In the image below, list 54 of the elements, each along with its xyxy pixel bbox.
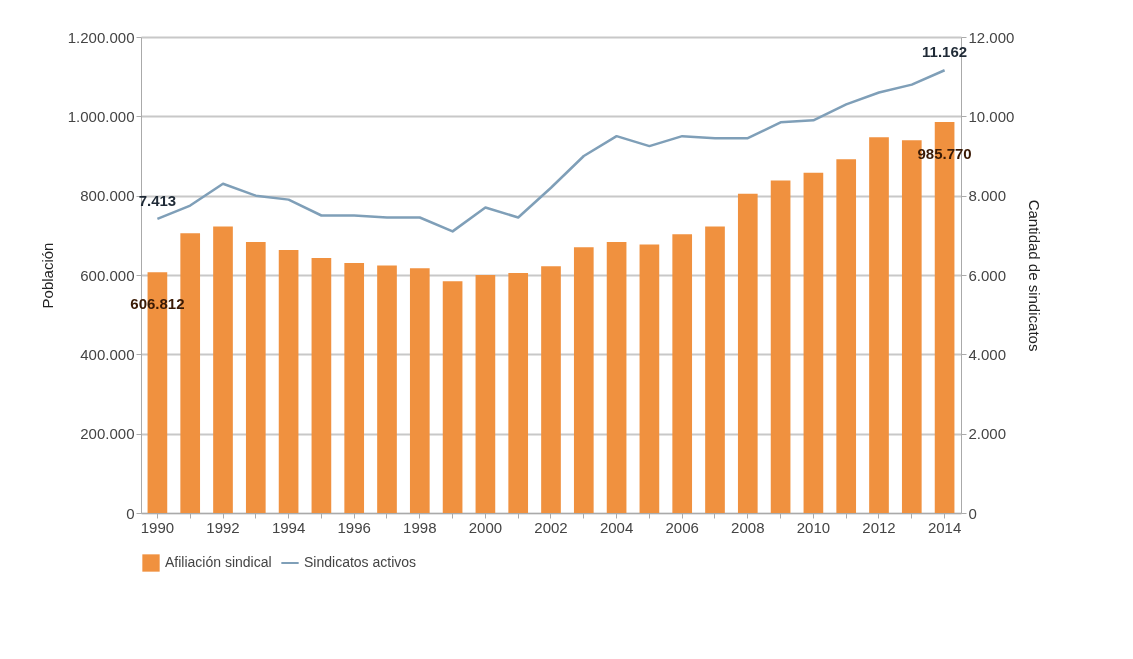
legend-label: Afiliación sindical (165, 554, 272, 570)
x-tick-label: 2014 (927, 518, 962, 536)
x-tick-label: 1994 (271, 518, 306, 536)
x-tick-label: 2008 (731, 518, 765, 536)
bar (508, 273, 529, 513)
bar (705, 226, 725, 513)
y2-axis-title: Cantidad de sindicatos (1026, 199, 1044, 352)
bar (737, 193, 758, 513)
y2-tick-label: 4.000 (968, 345, 1007, 363)
legend-label: Sindicatos activos (304, 554, 417, 570)
x-tick-label: 2012 (862, 518, 896, 536)
y2-tick-label: 0 (968, 504, 977, 522)
y-tick-label: 0 (126, 504, 135, 522)
bar (672, 234, 693, 513)
x-tick-label: 1990 (140, 518, 175, 536)
bar (377, 265, 397, 513)
bar (836, 159, 857, 513)
bar (278, 250, 299, 513)
x-tick-label: 2004 (599, 518, 634, 536)
bar (409, 268, 430, 513)
bar (541, 266, 561, 513)
y2-tick-label: 6.000 (968, 266, 1007, 284)
bar (770, 180, 791, 513)
x-tick-label: 2006 (665, 518, 699, 536)
bar (245, 242, 266, 513)
y2-tick-label: 8.000 (968, 187, 1007, 205)
bar (573, 247, 594, 513)
bar (869, 137, 889, 513)
y2-tick-label: 10.000 (968, 107, 1015, 125)
y-tick-label: 400.000 (80, 345, 135, 363)
bar (344, 263, 365, 513)
y-axis-title: Población (38, 242, 56, 309)
bar (311, 257, 332, 513)
x-tick-label: 1992 (206, 518, 240, 536)
x-tick-label: 2002 (534, 518, 568, 536)
bar (606, 242, 627, 513)
y-tick-label: 1.000.000 (67, 107, 135, 125)
y-tick-label: 1.200.000 (67, 28, 135, 46)
bar (213, 226, 233, 513)
y2-tick-label: 12.000 (968, 28, 1015, 46)
y-tick-label: 200.000 (80, 425, 135, 443)
x-tick-label: 1998 (403, 518, 437, 536)
data-label: 7.413 (138, 191, 177, 209)
y-tick-label: 600.000 (80, 266, 135, 284)
bar (475, 275, 496, 513)
y2-tick-label: 2.000 (968, 425, 1007, 443)
x-tick-label: 2000 (468, 518, 503, 536)
bar (803, 172, 824, 513)
x-tick-label: 1996 (337, 518, 371, 536)
bar (442, 281, 463, 513)
data-label: 11.162 (922, 43, 968, 61)
bar (639, 244, 660, 513)
x-tick-label: 2010 (796, 518, 831, 536)
y-tick-label: 800.000 (80, 187, 135, 205)
